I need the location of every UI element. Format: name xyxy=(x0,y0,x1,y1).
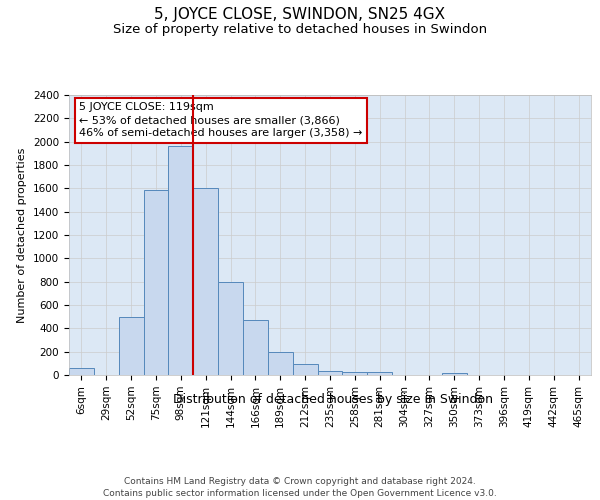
Text: 5 JOYCE CLOSE: 119sqm
← 53% of detached houses are smaller (3,866)
46% of semi-d: 5 JOYCE CLOSE: 119sqm ← 53% of detached … xyxy=(79,102,363,139)
Bar xyxy=(293,364,317,375)
Text: Contains HM Land Registry data © Crown copyright and database right 2024.: Contains HM Land Registry data © Crown c… xyxy=(124,478,476,486)
Text: Size of property relative to detached houses in Swindon: Size of property relative to detached ho… xyxy=(113,22,487,36)
Bar xyxy=(218,282,243,375)
Y-axis label: Number of detached properties: Number of detached properties xyxy=(17,148,28,322)
Text: Distribution of detached houses by size in Swindon: Distribution of detached houses by size … xyxy=(173,392,493,406)
Bar xyxy=(143,190,169,375)
Bar xyxy=(367,372,392,375)
Bar xyxy=(268,352,293,375)
Bar xyxy=(317,371,343,375)
Bar xyxy=(119,316,143,375)
Bar xyxy=(243,320,268,375)
Bar xyxy=(169,146,193,375)
Bar xyxy=(442,372,467,375)
Bar xyxy=(343,372,367,375)
Bar xyxy=(69,368,94,375)
Bar xyxy=(193,188,218,375)
Text: Contains public sector information licensed under the Open Government Licence v3: Contains public sector information licen… xyxy=(103,489,497,498)
Text: 5, JOYCE CLOSE, SWINDON, SN25 4GX: 5, JOYCE CLOSE, SWINDON, SN25 4GX xyxy=(154,8,446,22)
